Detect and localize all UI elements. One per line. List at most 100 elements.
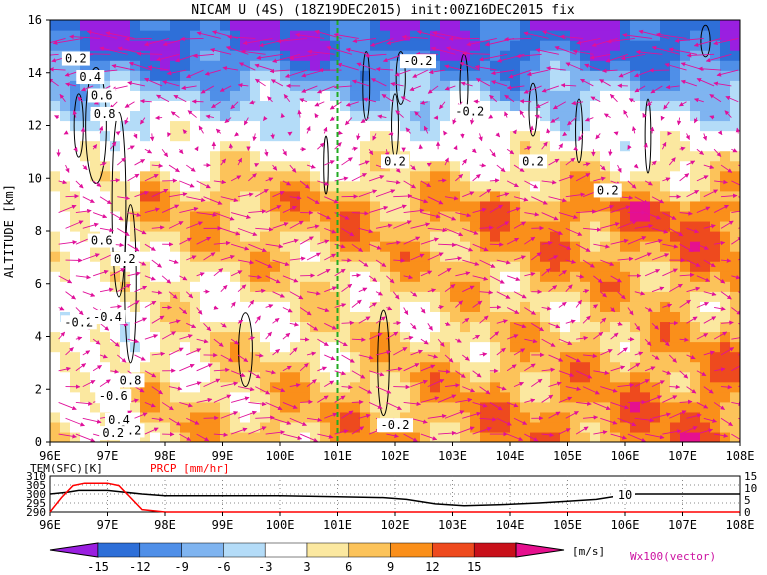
field-cell — [160, 60, 171, 71]
field-cell — [250, 371, 261, 383]
field-cell — [190, 80, 201, 91]
field-cell — [210, 411, 221, 423]
wind-vector — [686, 386, 697, 394]
field-cell — [260, 331, 271, 343]
wind-vector — [565, 259, 577, 264]
wind-vector — [65, 291, 76, 300]
field-cell — [200, 271, 211, 282]
y-tick-label: 16 — [28, 13, 42, 27]
field-cell — [520, 220, 531, 232]
field-cell — [50, 311, 61, 323]
field-cell — [160, 200, 171, 212]
wind-vector — [646, 101, 653, 107]
field-cell — [500, 120, 511, 132]
wind-vector — [686, 160, 696, 166]
field-cell — [540, 200, 551, 212]
field-cell — [490, 291, 501, 302]
field-cell — [470, 241, 481, 252]
field-cell — [80, 431, 91, 442]
field-cell — [400, 210, 411, 222]
field-cell — [300, 40, 311, 51]
field-cell — [130, 120, 141, 132]
wind-vector — [696, 175, 709, 182]
field-cell — [200, 391, 211, 403]
field-cell — [300, 331, 311, 343]
field-cell — [680, 30, 691, 41]
field-cell — [370, 421, 381, 433]
wind-vector — [151, 188, 169, 198]
field-cell — [120, 341, 131, 353]
field-cell — [310, 341, 321, 353]
field-cell — [540, 40, 551, 51]
field-cell — [490, 271, 501, 282]
field-cell — [380, 381, 391, 393]
wind-vector — [693, 38, 722, 47]
field-cell — [60, 291, 71, 302]
field-cell — [440, 361, 451, 373]
field-cell — [350, 80, 361, 91]
field-cell — [260, 200, 271, 212]
field-cell — [50, 190, 61, 202]
wind-vector — [151, 225, 165, 230]
field-cell — [730, 251, 740, 262]
field-cell — [390, 130, 401, 142]
wind-vector — [272, 417, 292, 425]
field-cell — [520, 281, 531, 292]
field-cell — [630, 241, 641, 252]
wind-vector — [714, 367, 726, 372]
field-cell — [640, 190, 651, 202]
field-cell — [710, 160, 721, 172]
field-cell — [350, 391, 361, 403]
field-cell — [430, 40, 441, 51]
field-cell — [240, 20, 251, 31]
wind-vector — [582, 353, 598, 359]
field-cell — [200, 150, 211, 162]
wind-vector — [617, 256, 634, 262]
field-cell — [410, 20, 421, 31]
wind-vector — [634, 379, 650, 388]
field-cell — [670, 251, 681, 262]
field-cell — [250, 411, 261, 423]
wind-vector — [519, 99, 532, 104]
field-cell — [210, 401, 221, 413]
field-cell — [200, 241, 211, 252]
field-cell — [370, 381, 381, 393]
field-cell — [730, 50, 740, 61]
field-cell — [220, 90, 231, 101]
wind-vector — [58, 275, 73, 284]
field-cell — [580, 311, 591, 323]
field-cell — [90, 180, 101, 192]
field-cell — [230, 120, 241, 132]
field-cell — [690, 391, 701, 403]
wind-vector — [410, 253, 425, 261]
field-cell — [210, 150, 221, 162]
wind-vector — [526, 69, 549, 77]
wind-vector — [301, 85, 318, 93]
field-cell — [450, 331, 461, 343]
colorbar-segment — [264, 542, 308, 558]
wind-vector — [461, 354, 470, 361]
wind-vector — [491, 80, 508, 87]
wind-vector — [196, 433, 210, 442]
wind-vector — [524, 398, 536, 403]
field-cell — [380, 321, 391, 333]
field-cell — [260, 341, 271, 353]
field-cell — [240, 40, 251, 51]
wind-vector — [600, 349, 613, 356]
colorbar-label: -6 — [216, 560, 230, 574]
field-cell — [340, 160, 351, 172]
field-cell — [210, 351, 221, 363]
wind-vector — [644, 212, 662, 220]
field-cell — [200, 301, 211, 312]
field-cell — [310, 431, 321, 442]
field-cell — [310, 251, 321, 262]
field-cell — [270, 80, 281, 91]
wind-vector — [220, 196, 239, 203]
field-cell — [570, 180, 581, 192]
field-cell — [500, 100, 511, 112]
field-cell — [470, 170, 481, 182]
field-cell — [470, 331, 481, 343]
field-cell — [690, 90, 701, 101]
wind-vector — [82, 222, 99, 229]
field-cell — [670, 180, 681, 192]
